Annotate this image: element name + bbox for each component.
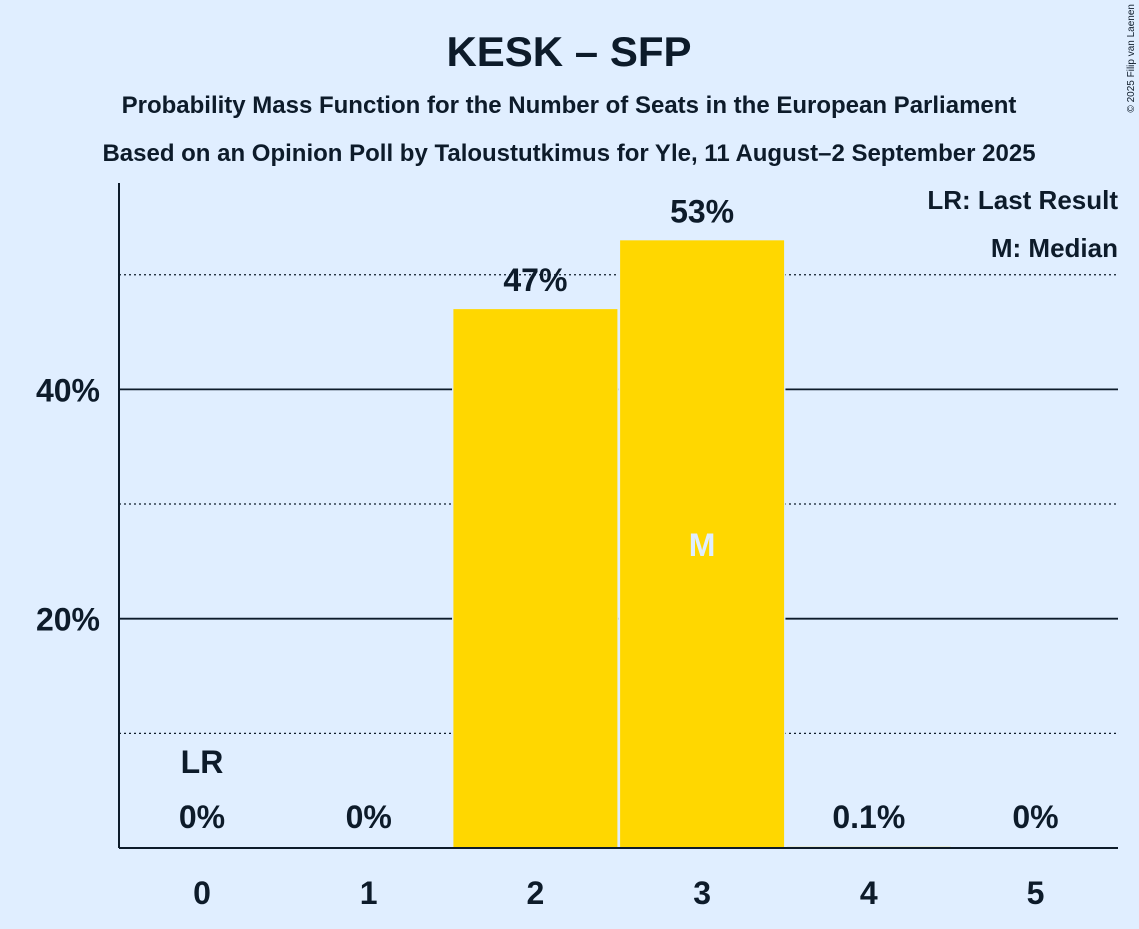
data-labels: 0% 0% 47% 53% 0.1% 0% LR M: [179, 193, 1059, 835]
data-label: 53%: [670, 193, 734, 229]
x-tick-label: 4: [860, 875, 878, 911]
axes: 20% 40% 0 1 2 3 4 5: [36, 183, 1118, 911]
chart-subtitle-1: Probability Mass Function for the Number…: [122, 92, 1017, 119]
x-tick-label: 2: [527, 875, 545, 911]
legend-last-result: LR: Last Result: [927, 185, 1118, 215]
data-label: 0.1%: [832, 799, 905, 835]
bar: [453, 309, 618, 848]
median-marker: M: [689, 527, 716, 563]
data-label: 0%: [346, 799, 392, 835]
y-tick-label: 40%: [36, 372, 100, 408]
x-tick-label: 1: [360, 875, 378, 911]
x-tick-label: 5: [1027, 875, 1045, 911]
bars: [452, 240, 953, 849]
y-tick-label: 20%: [36, 602, 100, 638]
legend-median: M: Median: [991, 233, 1118, 263]
chart-subtitle-2: Based on an Opinion Poll by Taloustutkim…: [102, 140, 1035, 167]
bar: [620, 240, 785, 849]
last-result-marker: LR: [181, 744, 224, 780]
x-tick-label: 3: [693, 875, 711, 911]
data-label: 47%: [503, 262, 567, 298]
copyright-note: © 2025 Filip van Laenen: [1126, 4, 1137, 113]
data-label: 0%: [1012, 799, 1058, 835]
data-label: 0%: [179, 799, 225, 835]
chart-title: KESK – SFP: [446, 28, 691, 75]
x-tick-label: 0: [193, 875, 211, 911]
